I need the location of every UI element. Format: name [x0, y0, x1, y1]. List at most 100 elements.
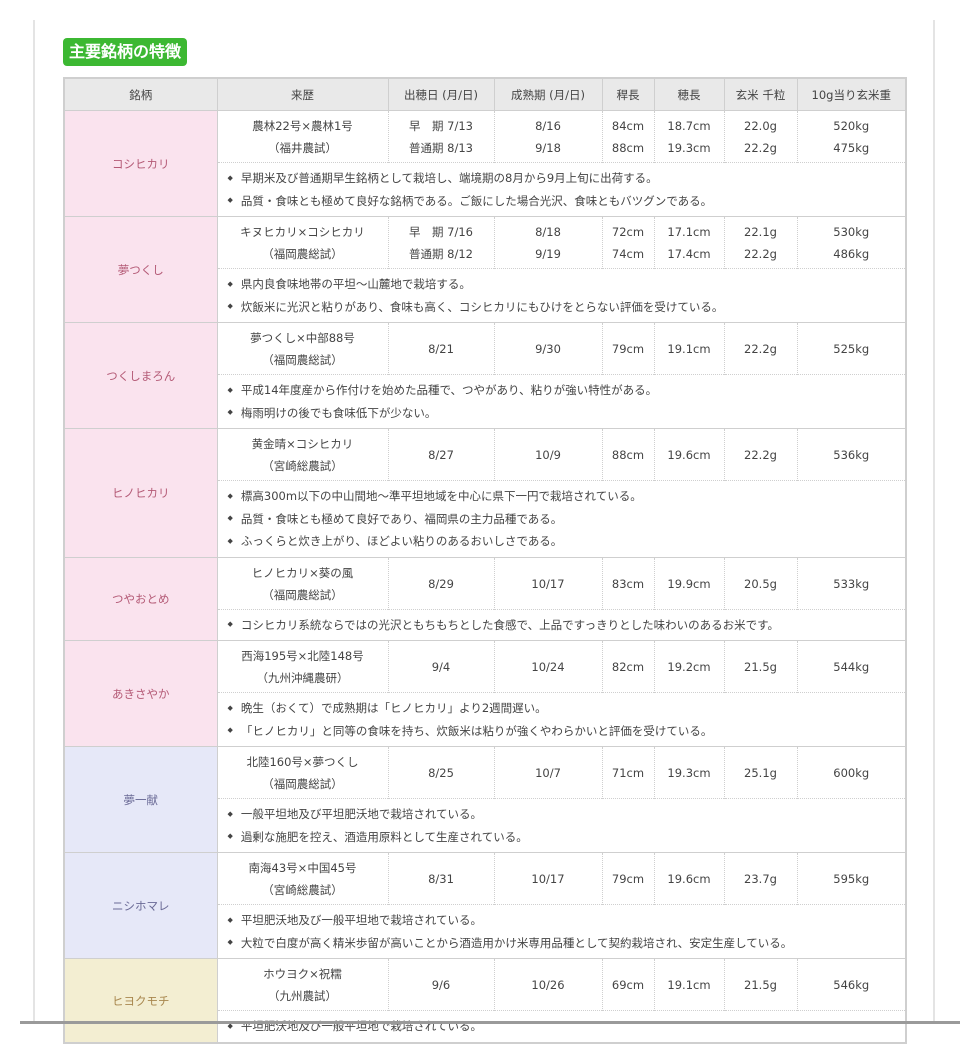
heading-date-cell: 8/31 — [387, 852, 494, 905]
note-item: 標高300m以下の中山間地～準平坦地域を中心に県下一円で栽培されている。 — [228, 485, 906, 508]
table-row: つくしまろん 夢つくし×中部88号 （福岡農総試） 8/21 9/30 79cm 19.1c… — [63, 322, 906, 429]
section-title: 主要銘柄の特徴 — [63, 38, 188, 66]
maturity-cell-line: 10/17 — [531, 872, 565, 886]
variety-name: つやおとめ — [63, 556, 218, 641]
origin-cell-line: 西海195号×北陸148号 — [241, 649, 364, 663]
origin-cell-line: （福岡農総試） — [262, 247, 343, 261]
variety-name: 夢つくし — [63, 216, 218, 323]
yield-cell: 520kg 475kg — [796, 110, 906, 163]
heading-date-cell-line: 普通期 8/13 — [409, 141, 473, 155]
heading-date-cell-line: 9/4 — [431, 660, 451, 674]
maturity-cell: 10/24 — [493, 640, 602, 693]
notes-row: 標高300m以下の中山間地～準平坦地域を中心に県下一円で栽培されている。品質・食… — [64, 480, 906, 557]
grain-weight-cell-line: 23.7g — [744, 872, 777, 886]
note-item: 平坦肥沃地及び一般平坦地で栽培されている。 — [228, 909, 906, 932]
panicle-length-cell-line: 19.3cm — [667, 141, 711, 155]
origin-cell-line: （宮崎総農試） — [262, 883, 343, 897]
note-item: 炊飯米に光沢と粘りがあり、食味も高く、コシヒカリにもひけをとらない評価を受けてい… — [228, 296, 906, 319]
origin-cell-line: キヌヒカリ×コシヒカリ — [240, 225, 365, 239]
culm-length-cell: 82cm — [601, 640, 654, 693]
maturity-cell: 9/30 — [493, 322, 602, 375]
notes-cell: コシヒカリ系統ならではの光沢ともちもちとした食感で、上品ですっきりとした味わいの… — [217, 608, 906, 641]
panicle-length-cell-line: 19.1cm — [667, 978, 711, 992]
heading-date-cell: 早 期 7/13 普通期 8/13 — [387, 110, 494, 163]
maturity-cell: 8/18 9/19 — [493, 216, 602, 269]
maturity-cell-line: 8/18 — [535, 225, 561, 239]
notes-row: 平坦肥沃地及び一般平坦地で栽培されている。大粒で白度が高く精米歩留が高いことから… — [64, 904, 906, 959]
note-item: 晩生（おくて）で成熟期は「ヒノヒカリ」より2週間遅い。 — [228, 697, 906, 720]
grain-weight-cell: 22.2g — [723, 322, 797, 375]
header-heading-date: 出穂日 (月/日) — [387, 77, 495, 111]
grain-weight-cell: 22.0g 22.2g — [723, 110, 797, 163]
origin-cell-line: ホウヨク×祝糯 — [263, 967, 342, 981]
note-item: 平坦肥沃地及び一般平坦地で栽培されている。 — [228, 1015, 906, 1038]
origin-cell: 北陸160号×夢つくし （福岡農総試） — [216, 746, 388, 799]
note-item: 一般平坦地及び平坦肥沃地で栽培されている。 — [228, 803, 906, 826]
culm-length-cell-line: 88cm — [611, 141, 645, 155]
note-item: 「ヒノヒカリ」と同等の食味を持ち、炊飯米は粘りが強くやわらかいと評価を受けている… — [228, 720, 906, 743]
note-item: 品質・食味とも極めて良好であり、福岡県の主力品種である。 — [228, 508, 906, 531]
maturity-cell-line: 10/26 — [531, 978, 565, 992]
grain-weight-cell-line: 22.1g — [744, 225, 777, 239]
heading-date-cell-line: 普通期 8/12 — [409, 247, 473, 261]
notes-cell: 平坦肥沃地及び一般平坦地で栽培されている。 — [217, 1010, 906, 1043]
origin-cell-line: 農林22号×農林1号 — [252, 119, 353, 133]
culm-length-cell-line: 69cm — [611, 978, 645, 992]
culm-length-cell-line: 79cm — [611, 872, 645, 886]
heading-date-cell-line: 8/25 — [428, 766, 454, 780]
heading-date-cell-line: 8/27 — [428, 448, 454, 462]
culm-length-cell-line: 72cm — [611, 225, 645, 239]
panicle-length-cell: 19.1cm — [653, 322, 724, 375]
origin-cell: ヒノヒカリ×葵の風 （福岡農総試） — [216, 556, 388, 609]
grain-weight-cell-line: 22.0g — [744, 119, 777, 133]
table-row: 夢つくし キヌヒカリ×コシヒカリ （福岡農総試） 早 期 7/16 普通期 8/12 8/… — [63, 216, 906, 323]
table-row: コシヒカリ 農林22号×農林1号 （福井農試） 早 期 7/13 普通期 8/13 8/1… — [63, 110, 906, 217]
table-row: 夢一献 北陸160号×夢つくし （福岡農総試） 8/25 10/7 71cm 19.3cm 2… — [63, 746, 906, 853]
table-row: ヒヨクモチ ホウヨク×祝糯 （九州農試） 9/6 10/26 69cm 19.1cm 21.5… — [63, 958, 906, 1043]
maturity-cell-line: 10/9 — [535, 448, 561, 462]
grain-weight-cell-line: 21.5g — [744, 660, 777, 674]
yield-cell-line: 525kg — [833, 342, 870, 356]
panicle-length-cell-line: 19.6cm — [667, 448, 711, 462]
variety-name: 夢一献 — [63, 746, 218, 853]
heading-date-cell: 8/21 — [387, 322, 494, 375]
yield-cell-line: 536kg — [833, 448, 870, 462]
panicle-length-cell: 18.7cm 19.3cm — [653, 110, 724, 163]
notes-row: 県内良食味地帯の平坦～山麓地で栽培する。炊飯米に光沢と粘りがあり、食味も高く、コ… — [64, 268, 906, 323]
panicle-length-cell: 19.9cm — [653, 556, 724, 609]
yield-cell: 525kg — [796, 322, 906, 375]
notes-cell: 県内良食味地帯の平坦～山麓地で栽培する。炊飯米に光沢と粘りがあり、食味も高く、コ… — [217, 268, 906, 323]
yield-cell-line: 600kg — [833, 766, 870, 780]
culm-length-cell-line: 71cm — [611, 766, 645, 780]
panicle-length-cell-line: 17.4cm — [667, 247, 711, 261]
variety-name: ヒヨクモチ — [63, 958, 218, 1043]
grain-weight-cell: 23.7g — [723, 852, 797, 905]
origin-cell-line: （九州農試） — [268, 989, 337, 1003]
culm-length-cell: 79cm — [601, 852, 654, 905]
maturity-cell: 8/16 9/18 — [493, 110, 602, 163]
notes-cell: 標高300m以下の中山間地～準平坦地域を中心に県下一円で栽培されている。品質・食… — [217, 480, 906, 557]
maturity-cell: 10/9 — [493, 428, 602, 481]
grain-weight-cell: 21.5g — [723, 958, 797, 1011]
heading-date-cell-line: 8/21 — [428, 342, 454, 356]
heading-date-cell-line: 8/29 — [428, 576, 454, 591]
notes-cell: 早期米及び普通期早生銘柄として栽培し、端境期の8月から9月上旬に出荷する。品質・… — [217, 162, 906, 217]
origin-cell: キヌヒカリ×コシヒカリ （福岡農総試） — [216, 216, 388, 269]
heading-date-cell: 8/27 — [387, 428, 494, 481]
yield-cell: 544kg — [796, 640, 906, 693]
yield-cell: 533kg — [796, 556, 906, 609]
header-origin: 来歴 — [216, 77, 389, 111]
heading-date-cell-line: 8/31 — [428, 872, 454, 886]
variety-name: あきさやか — [63, 640, 218, 747]
table-header: 銘柄 来歴 出穂日 (月/日) 成熟期 (月/日) 稈長 穂長 玄米 千粒 10g当り玄米重 — [63, 77, 907, 111]
maturity-cell-line: 9/30 — [535, 342, 561, 356]
header-variety: 銘柄 — [63, 77, 218, 111]
yield-cell-line: 595kg — [833, 872, 870, 886]
header-maturity: 成熟期 (月/日) — [493, 77, 603, 111]
origin-cell-line: （福岡農総試） — [262, 777, 343, 791]
note-item: 品質・食味とも極めて良好な銘柄である。ご飯にした場合光沢、食味ともバツグンである… — [228, 190, 906, 213]
culm-length-cell: 88cm — [601, 428, 654, 481]
note-item: 平成14年度産から作付けを始めた品種で、つやがあり、粘りが強い特性がある。 — [228, 379, 906, 402]
heading-date-cell-line: 9/6 — [431, 978, 451, 992]
origin-cell-line: 夢つくし×中部88号 — [250, 331, 355, 345]
